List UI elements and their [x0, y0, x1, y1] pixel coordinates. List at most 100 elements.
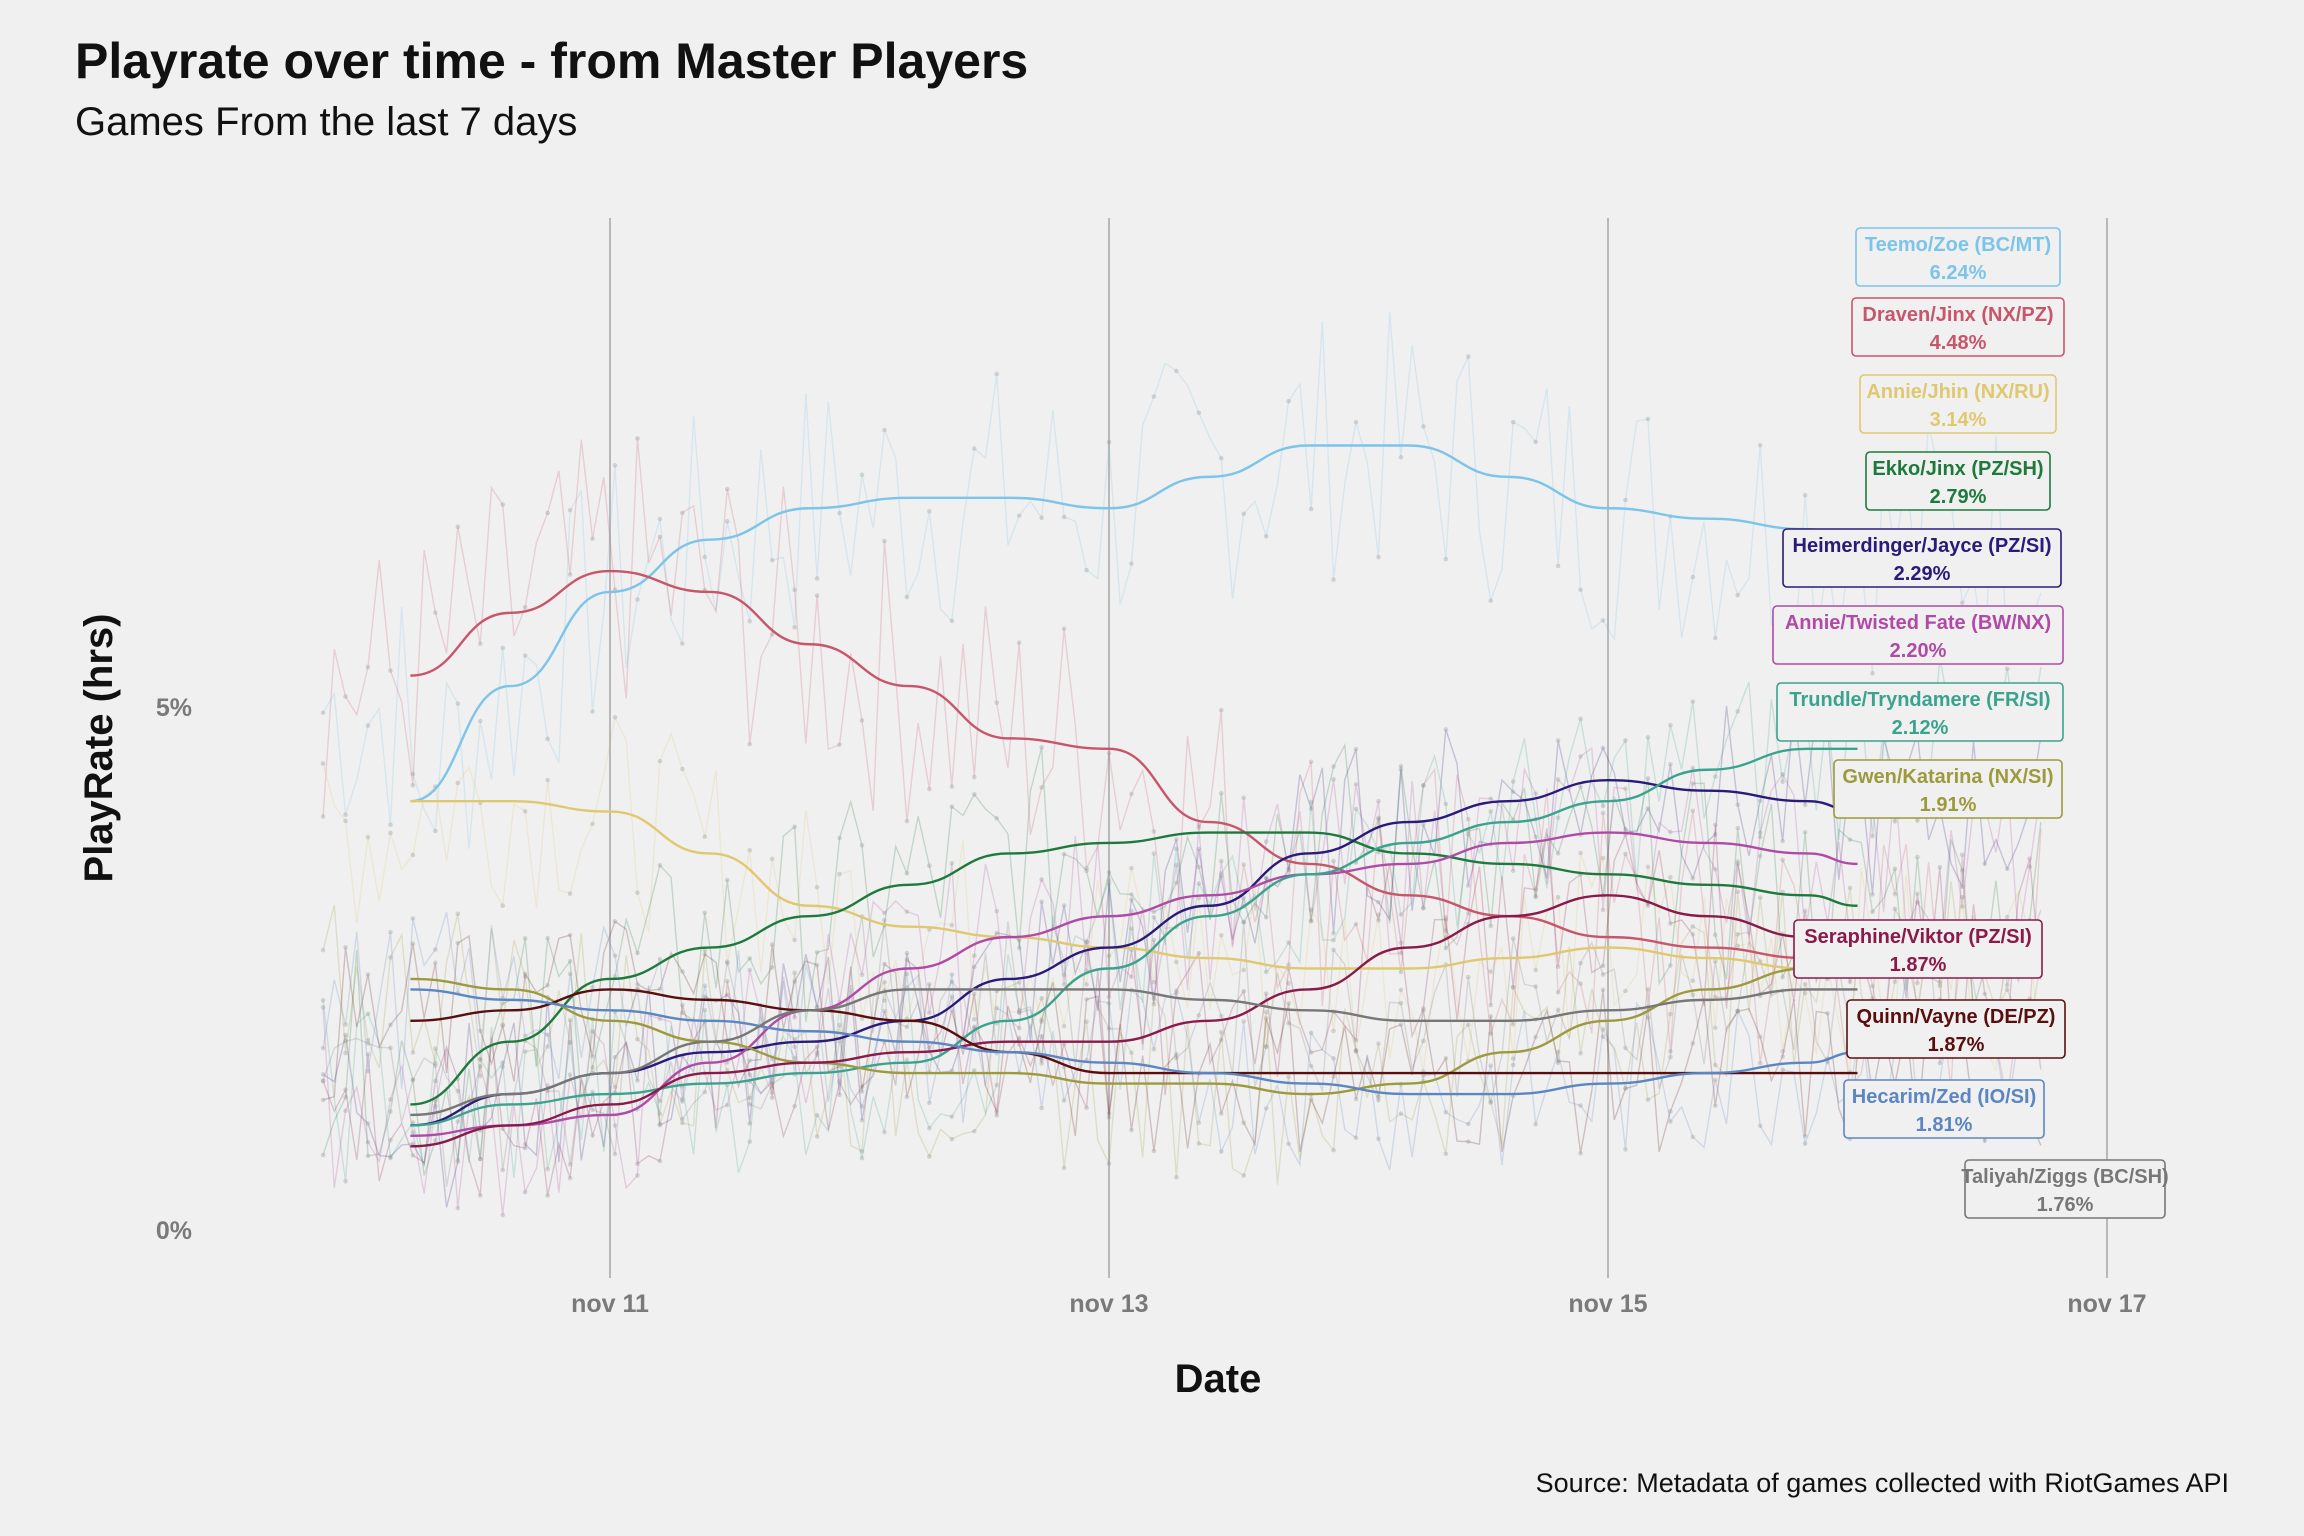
raw-data-point — [1376, 1041, 1381, 1046]
raw-data-point — [859, 842, 865, 848]
raw-data-point — [994, 1005, 1000, 1011]
raw-data-point — [1443, 801, 1449, 807]
raw-data-point — [320, 1045, 326, 1051]
raw-data-point — [567, 1040, 573, 1046]
raw-data-point — [1196, 1013, 1202, 1018]
raw-data-point — [837, 835, 842, 841]
raw-data-point — [814, 1044, 820, 1050]
raw-data-point — [567, 1175, 573, 1181]
raw-data-point — [769, 1081, 775, 1087]
raw-data-point — [1510, 936, 1516, 941]
raw-data-point — [1488, 1014, 1494, 1019]
raw-data-point — [1712, 832, 1718, 837]
raw-data-point — [2027, 856, 2032, 861]
raw-data-point — [1286, 867, 1291, 872]
raw-data-point — [1600, 803, 1606, 809]
raw-data-point — [1690, 875, 1696, 881]
raw-data-point — [1600, 963, 1606, 969]
raw-data-point — [388, 668, 393, 673]
raw-data-point — [410, 771, 416, 777]
raw-data-point — [1308, 506, 1314, 512]
raw-data-point — [1600, 618, 1606, 623]
raw-data-point — [477, 718, 483, 724]
raw-data-point — [859, 718, 865, 723]
raw-data-point — [433, 1138, 438, 1143]
x-tick-label: nov 15 — [1568, 1290, 1647, 1318]
raw-data-point — [769, 856, 775, 862]
end-label-box — [1782, 528, 2062, 588]
raw-data-point — [1196, 410, 1202, 416]
raw-data-point — [814, 1112, 820, 1118]
raw-data-point — [1241, 988, 1247, 994]
raw-data-point — [1016, 640, 1022, 646]
raw-data-point — [1196, 1120, 1202, 1126]
raw-data-point — [1353, 1096, 1359, 1102]
raw-data-point — [320, 997, 326, 1003]
raw-series-line — [322, 438, 2042, 1101]
raw-data-point — [1443, 1056, 1449, 1061]
raw-data-point — [320, 710, 326, 716]
raw-data-point — [1465, 1139, 1471, 1144]
raw-data-point — [455, 911, 461, 917]
raw-data-point — [1106, 869, 1112, 875]
end-label-box — [1859, 374, 2057, 434]
raw-data-point — [994, 1082, 1000, 1088]
raw-data-point — [1510, 984, 1516, 990]
raw-data-point — [1398, 987, 1404, 993]
raw-data-point — [1668, 874, 1673, 880]
raw-data-point — [612, 919, 618, 924]
raw-data-point — [1555, 1060, 1561, 1066]
raw-data-point — [500, 1001, 506, 1006]
raw-data-point — [477, 1193, 483, 1198]
raw-data-point — [1398, 767, 1404, 772]
raw-data-point — [657, 1158, 663, 1164]
raw-data-point — [1039, 1061, 1044, 1066]
raw-data-point — [522, 971, 528, 977]
end-label: Teemo/Zoe (BC/MT) 6.24% — [1855, 227, 2061, 287]
raw-data-point — [1376, 918, 1381, 923]
raw-data-point — [320, 947, 326, 953]
raw-data-point — [1196, 846, 1202, 852]
raw-data-point — [1129, 926, 1134, 931]
raw-data-point — [657, 1121, 663, 1127]
raw-data-point — [1174, 368, 1179, 374]
raw-data-point — [927, 1154, 932, 1159]
raw-data-point — [1510, 1022, 1516, 1027]
raw-data-point — [590, 985, 595, 990]
raw-data-point — [1802, 908, 1808, 914]
raw-data-point — [1039, 877, 1044, 882]
raw-data-point — [1623, 851, 1628, 857]
raw-data-point — [1241, 1120, 1247, 1126]
raw-data-point — [1488, 969, 1494, 975]
raw-data-point — [388, 822, 393, 828]
raw-data-point — [792, 1037, 797, 1042]
raw-data-point — [1106, 1026, 1112, 1031]
raw-data-point — [1510, 779, 1516, 784]
x-tick-label: nov 17 — [2067, 1290, 2146, 1318]
raw-data-point — [567, 958, 573, 964]
raw-data-point — [1488, 923, 1494, 929]
raw-data-point — [837, 510, 842, 516]
raw-data-point — [859, 972, 865, 978]
raw-data-point — [1937, 864, 1943, 870]
raw-data-point — [1578, 587, 1583, 593]
raw-data-point — [365, 1139, 371, 1145]
raw-data-point — [477, 1057, 483, 1062]
raw-data-point — [1600, 1026, 1606, 1032]
raw-data-point — [2004, 666, 2010, 672]
raw-data-point — [1421, 783, 1426, 788]
raw-data-point — [1353, 921, 1359, 927]
raw-data-point — [522, 604, 528, 610]
raw-data-point — [1084, 868, 1089, 874]
raw-data-point — [724, 959, 730, 965]
raw-data-point — [567, 507, 573, 513]
raw-data-point — [410, 1077, 416, 1083]
raw-data-point — [1623, 786, 1628, 791]
raw-data-point — [882, 917, 887, 923]
raw-data-point — [1061, 1098, 1067, 1103]
raw-data-point — [1218, 1037, 1224, 1043]
end-label-name: Ekko/Jinx (PZ/SH) — [1872, 458, 2043, 480]
x-tick-label: nov 13 — [1069, 1290, 1148, 1318]
raw-data-point — [1533, 894, 1538, 900]
raw-data-point — [949, 972, 955, 977]
